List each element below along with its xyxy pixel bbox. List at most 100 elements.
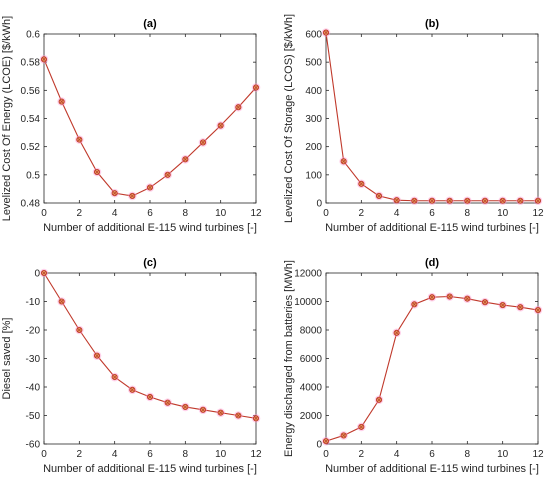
- x-tick-label: 12: [250, 449, 262, 460]
- data-point: [163, 398, 172, 407]
- y-tick-label: 0: [316, 199, 322, 210]
- y-tick-label: 12000: [294, 269, 322, 280]
- y-tick-label: 0.52: [21, 142, 41, 153]
- data-point: [533, 196, 543, 206]
- data-point: [427, 196, 437, 206]
- data-point: [39, 268, 49, 278]
- x-tick-label: 12: [532, 208, 544, 219]
- y-tick-label: -40: [26, 383, 41, 394]
- data-point: [410, 196, 419, 206]
- y-tick-label: 600: [305, 30, 322, 41]
- y-tick-label: 2000: [300, 411, 323, 422]
- data-point: [128, 191, 137, 201]
- y-tick-label: 300: [305, 114, 322, 125]
- x-tick-label: 8: [465, 208, 471, 219]
- y-tick-label: 400: [305, 86, 322, 97]
- data-point: [374, 395, 384, 405]
- data-point: [234, 102, 243, 112]
- y-tick-label: 8000: [300, 326, 323, 337]
- y-tick-label: -50: [26, 411, 41, 422]
- plot-frame: [325, 272, 539, 445]
- x-tick-label: 10: [215, 208, 227, 219]
- data-point: [392, 328, 401, 338]
- data-point: [339, 431, 348, 440]
- x-axis-label: Number of additional E-115 wind turbines…: [43, 222, 257, 234]
- x-tick-label: 10: [497, 449, 509, 460]
- data-point: [463, 294, 472, 303]
- data-point: [110, 188, 119, 198]
- y-tick-label: 4000: [300, 383, 323, 394]
- x-axis-label: Number of additional E-115 wind turbines…: [43, 463, 257, 475]
- plot-frame: [43, 272, 257, 445]
- x-tick-label: 2: [77, 208, 83, 219]
- y-tick-label: 100: [305, 170, 322, 181]
- data-point: [427, 292, 437, 302]
- data-point: [392, 195, 401, 205]
- x-tick-label: 6: [147, 208, 153, 219]
- data-point: [39, 55, 49, 64]
- x-tick-label: 8: [183, 449, 189, 460]
- data-point: [181, 402, 190, 412]
- x-tick-label: 6: [429, 449, 435, 460]
- data-point: [75, 325, 84, 335]
- x-tick-label: 12: [250, 208, 262, 219]
- data-point: [516, 302, 525, 312]
- chart-title: (c): [143, 257, 157, 269]
- data-point: [516, 196, 525, 206]
- plot-frame: [325, 33, 539, 204]
- data-point: [339, 157, 348, 166]
- x-axis-label: Number of additional E-115 wind turbines…: [325, 222, 539, 234]
- y-axis-label: Energy discharged from batteries [MWh]: [283, 260, 295, 457]
- chart-panel-0: 0 2 4 6 8 10 12 0.48 0.5 0.52 0.54 0.56 0.58 0.6 (a) Nu…: [1, 16, 262, 234]
- data-point: [145, 183, 155, 192]
- data-point: [374, 191, 384, 201]
- x-tick-label: 8: [465, 449, 471, 460]
- y-tick-label: 0.6: [26, 30, 40, 41]
- x-tick-label: 8: [183, 208, 189, 219]
- x-tick-label: 4: [112, 449, 118, 460]
- data-point: [216, 121, 225, 130]
- y-tick-label: 200: [305, 142, 322, 153]
- x-tick-label: 12: [532, 449, 544, 460]
- x-tick-label: 0: [41, 449, 47, 460]
- data-point: [445, 196, 454, 206]
- x-tick-label: 10: [215, 449, 227, 460]
- data-point: [92, 167, 102, 177]
- y-tick-label: -30: [26, 354, 41, 365]
- y-tick-label: -60: [26, 440, 41, 451]
- y-tick-label: 500: [305, 58, 322, 69]
- y-tick-label: -20: [26, 326, 41, 337]
- data-point: [163, 170, 172, 180]
- data-point: [75, 135, 84, 144]
- x-tick-label: 0: [323, 449, 329, 460]
- data-point: [251, 414, 261, 423]
- data-point: [110, 372, 119, 382]
- x-tick-label: 4: [394, 208, 400, 219]
- y-tick-label: 0.5: [26, 170, 40, 181]
- data-point: [498, 300, 507, 310]
- data-point: [198, 138, 208, 147]
- x-tick-label: 6: [429, 208, 435, 219]
- x-tick-label: 2: [359, 449, 365, 460]
- data-point: [198, 405, 208, 415]
- x-tick-label: 6: [147, 449, 153, 460]
- x-tick-label: 2: [359, 208, 365, 219]
- data-point: [445, 292, 454, 301]
- data-point: [181, 155, 190, 164]
- x-axis-label: Number of additional E-115 wind turbines…: [325, 463, 539, 475]
- plot-frame: [43, 33, 257, 204]
- y-axis-label: Levelized Cost Of Storage (LCOS) [$/kWh]: [283, 14, 295, 223]
- data-point: [321, 436, 331, 446]
- y-tick-label: 0.56: [21, 86, 41, 97]
- data-point: [480, 297, 490, 307]
- x-tick-label: 10: [497, 208, 509, 219]
- data-point: [251, 83, 261, 92]
- y-tick-label: 6000: [300, 354, 323, 365]
- data-point: [357, 422, 366, 432]
- x-tick-label: 2: [77, 449, 83, 460]
- chart-title: (d): [425, 257, 439, 269]
- x-tick-label: 0: [41, 208, 47, 219]
- chart-panel-1: 0 2 4 6 8 10 12 0 100 200 300 400 500 600 (b) Number of…: [283, 14, 544, 234]
- data-point: [463, 196, 472, 206]
